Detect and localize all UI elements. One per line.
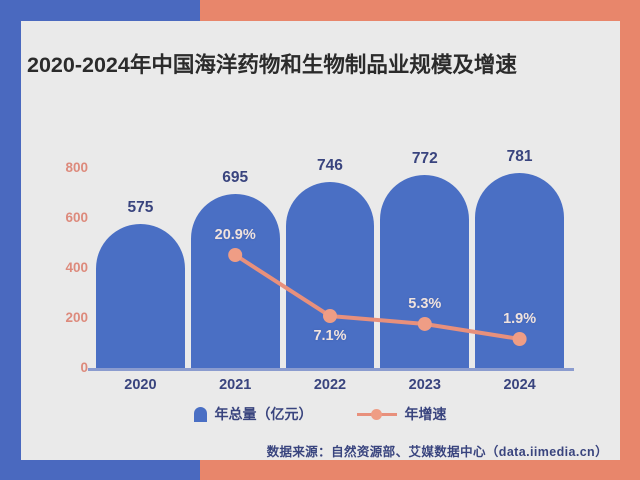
y-axis: 0 200 400 600 800 <box>46 0 88 480</box>
chart-legend: 年总量（亿元） 年增速 <box>0 404 640 424</box>
bar-value-2023: 772 <box>411 150 438 167</box>
x-axis-tick-2022: 2022 <box>313 377 347 393</box>
frame-edge-bottom-blue <box>0 460 200 480</box>
frame-edge-right-salmon <box>620 0 640 480</box>
growth-rate-label-2024: 1.9% <box>503 311 537 327</box>
page-title: 2020-2024年中国海洋药物和生物制品业规模及增速 <box>27 53 517 77</box>
frame-edge-top-salmon <box>200 0 640 21</box>
source-note: 数据来源：自然资源部、艾媒数据中心（data.iimedia.cn） <box>266 445 608 459</box>
y-axis-tick-0: 0 <box>80 360 88 375</box>
line-marker-icon <box>356 407 397 421</box>
frame-edge-bottom-salmon <box>200 460 640 480</box>
legend-label-total: 年总量（亿元） <box>214 406 313 422</box>
growth-rate-label-2022: 7.1% <box>313 328 347 344</box>
rounded-bar-swatch-icon <box>193 406 207 422</box>
y-axis-tick-400: 400 <box>65 260 88 275</box>
growth-rate-label-2021: 20.9% <box>214 227 256 243</box>
frame-edge-top-blue <box>0 0 200 21</box>
y-axis-tick-800: 800 <box>65 160 88 175</box>
bar-2023[interactable] <box>380 175 470 368</box>
x-axis-tick-2024: 2024 <box>503 377 536 393</box>
x-axis-tick-2020: 2020 <box>124 377 157 393</box>
bar-value-2024: 781 <box>506 147 533 165</box>
bar-value-2022: 746 <box>317 156 343 174</box>
x-axis-tick-2021: 2021 <box>219 377 252 393</box>
frame-edge-left-blue <box>0 0 21 480</box>
x-axis-line <box>88 368 574 371</box>
y-axis-tick-200: 200 <box>65 310 88 325</box>
legend-label-growth: 年增速 <box>404 406 447 422</box>
growth-rate-label-2023: 5.3% <box>408 295 442 312</box>
bar-value-2021: 695 <box>222 169 249 187</box>
bar-2020[interactable] <box>96 224 185 368</box>
y-axis-tick-600: 600 <box>65 210 88 225</box>
legend-item-total[interactable]: 年总量（亿元） <box>193 404 313 424</box>
bar-value-2020: 575 <box>127 199 154 217</box>
bar-2021[interactable] <box>190 194 280 368</box>
legend-item-growth[interactable]: 年增速 <box>356 404 447 424</box>
bar-2024[interactable] <box>475 172 564 368</box>
x-axis-tick-2023: 2023 <box>408 377 441 393</box>
